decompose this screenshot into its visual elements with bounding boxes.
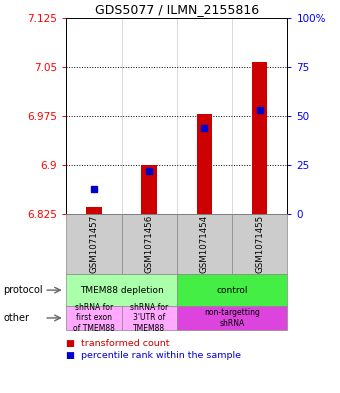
Bar (141, 165, 157, 214)
Text: TMEM88 depletion: TMEM88 depletion (80, 286, 164, 295)
Text: ■  transformed count: ■ transformed count (66, 340, 170, 348)
Text: other: other (3, 313, 29, 323)
Text: shRNA for
first exon
of TMEM88: shRNA for first exon of TMEM88 (73, 303, 115, 333)
Text: control: control (216, 286, 248, 295)
Title: GDS5077 / ILMN_2155816: GDS5077 / ILMN_2155816 (95, 4, 259, 17)
Text: non-targetting
shRNA: non-targetting shRNA (204, 308, 260, 328)
Text: ■  percentile rank within the sample: ■ percentile rank within the sample (66, 351, 241, 360)
Text: GSM1071455: GSM1071455 (255, 215, 264, 274)
Text: protocol: protocol (3, 285, 43, 295)
Text: shRNA for
3'UTR of
TMEM88: shRNA for 3'UTR of TMEM88 (130, 303, 168, 333)
Text: GSM1071456: GSM1071456 (145, 215, 154, 274)
Bar (86, 207, 102, 214)
Text: GSM1071454: GSM1071454 (200, 215, 209, 274)
Bar (197, 114, 212, 214)
Text: GSM1071457: GSM1071457 (89, 215, 98, 274)
Bar (252, 62, 268, 214)
